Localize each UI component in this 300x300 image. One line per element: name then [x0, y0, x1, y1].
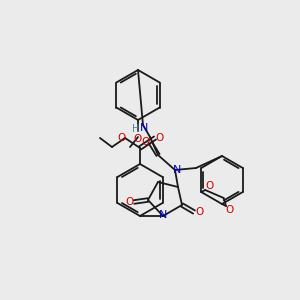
Text: O: O	[205, 181, 213, 191]
Text: H: H	[132, 124, 140, 134]
Text: O: O	[156, 133, 164, 143]
Text: O: O	[134, 134, 142, 144]
Text: O: O	[226, 205, 234, 215]
Text: O: O	[117, 133, 125, 143]
Text: O: O	[141, 137, 149, 147]
Text: N: N	[140, 123, 148, 133]
Text: N: N	[173, 165, 181, 175]
Text: O: O	[125, 197, 133, 207]
Text: O: O	[195, 207, 203, 217]
Text: N: N	[159, 210, 167, 220]
